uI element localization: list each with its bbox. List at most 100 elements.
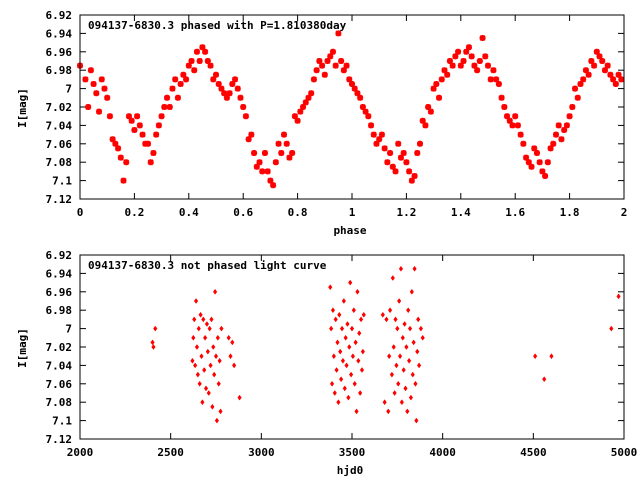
x-tick-label: 2000 xyxy=(67,446,94,459)
data-point xyxy=(368,122,375,129)
data-point xyxy=(198,311,203,318)
data-point xyxy=(87,67,94,74)
data-point xyxy=(436,94,443,101)
data-point xyxy=(419,117,426,124)
data-point xyxy=(413,380,418,387)
data-point xyxy=(618,76,625,83)
x-tick-label: 1.4 xyxy=(451,206,471,219)
data-point xyxy=(601,67,608,74)
data-point xyxy=(248,131,255,138)
data-point xyxy=(280,131,288,138)
data-point xyxy=(131,126,138,134)
data-point xyxy=(380,311,385,318)
data-point xyxy=(416,140,424,147)
y-tick-label: 7.08 xyxy=(46,156,73,169)
data-point xyxy=(353,339,358,346)
data-point xyxy=(460,57,467,65)
data-point xyxy=(352,380,357,387)
data-point xyxy=(328,284,333,291)
data-point xyxy=(217,357,222,364)
data-point xyxy=(414,417,419,424)
data-point xyxy=(202,48,209,55)
y-tick-label: 7.04 xyxy=(46,119,73,132)
data-point xyxy=(400,334,405,341)
data-point xyxy=(604,62,611,69)
data-point xyxy=(193,298,199,304)
data-point xyxy=(85,103,92,111)
data-point xyxy=(207,325,212,332)
data-point xyxy=(404,344,409,350)
data-point xyxy=(151,344,156,350)
data-points-phased xyxy=(76,30,625,189)
data-point xyxy=(577,80,584,88)
y-axis-label-unphased: I[mag] xyxy=(16,328,29,368)
data-point xyxy=(373,140,380,147)
y-tick-label: 7.12 xyxy=(46,433,73,446)
data-point xyxy=(278,149,285,157)
data-point xyxy=(202,367,207,373)
data-point xyxy=(378,131,385,138)
data-point xyxy=(190,357,195,364)
data-points-unphased xyxy=(150,265,621,424)
data-point xyxy=(270,182,277,189)
data-point xyxy=(531,145,538,152)
data-point xyxy=(474,67,481,74)
data-point xyxy=(229,80,236,88)
data-point xyxy=(172,76,179,83)
data-point xyxy=(525,159,532,166)
data-point xyxy=(289,149,296,157)
data-point xyxy=(185,62,192,69)
x-tick-label: 2500 xyxy=(157,446,184,459)
data-point xyxy=(351,307,356,314)
data-point xyxy=(234,85,241,92)
data-point xyxy=(361,311,366,318)
y-tick-label: 7.12 xyxy=(46,193,73,206)
data-point xyxy=(394,362,399,369)
data-point xyxy=(409,288,414,295)
x-tick-labels-unphased: 2000 2500 3000 3500 4000 4500 5000 xyxy=(67,255,637,459)
data-point xyxy=(195,371,200,378)
data-point xyxy=(193,48,200,55)
data-point xyxy=(585,71,592,78)
data-point xyxy=(340,67,347,74)
data-point xyxy=(90,80,97,88)
data-point xyxy=(357,94,364,101)
data-point xyxy=(125,113,132,120)
data-point xyxy=(610,76,617,83)
data-point xyxy=(219,325,224,332)
x-axis-label-unphased: hjd0 xyxy=(337,464,364,477)
y-tick-label: 6.94 xyxy=(46,27,73,40)
data-point xyxy=(334,367,339,373)
data-point xyxy=(240,103,247,111)
data-point xyxy=(387,353,392,360)
data-point xyxy=(349,325,355,332)
data-point xyxy=(310,76,317,83)
data-point xyxy=(427,108,434,115)
y-tick-label: 6.94 xyxy=(46,267,73,280)
data-point xyxy=(509,122,516,129)
data-point xyxy=(482,53,489,60)
data-point xyxy=(599,57,606,65)
data-point xyxy=(128,117,135,124)
data-point xyxy=(561,126,568,134)
data-point xyxy=(351,85,358,92)
unphased-light-curve-chart: 094137-6830.3 not phased light curve 6.9… xyxy=(16,249,637,477)
data-point xyxy=(354,408,359,415)
data-point xyxy=(455,48,462,55)
data-point xyxy=(393,316,398,323)
data-point xyxy=(215,80,222,88)
data-point xyxy=(392,390,397,396)
y-tick-label: 6.92 xyxy=(46,249,73,262)
x-tick-label: 0.6 xyxy=(233,206,253,219)
data-point xyxy=(341,298,346,304)
data-point xyxy=(406,307,411,314)
x-tick-label: 0.8 xyxy=(288,206,308,219)
x-tick-label: 4500 xyxy=(520,446,547,459)
data-point xyxy=(390,275,395,281)
data-point xyxy=(591,62,598,69)
data-point xyxy=(96,108,103,115)
data-point xyxy=(221,90,228,97)
data-point xyxy=(112,140,119,147)
data-point xyxy=(161,103,168,111)
data-point xyxy=(397,298,402,304)
